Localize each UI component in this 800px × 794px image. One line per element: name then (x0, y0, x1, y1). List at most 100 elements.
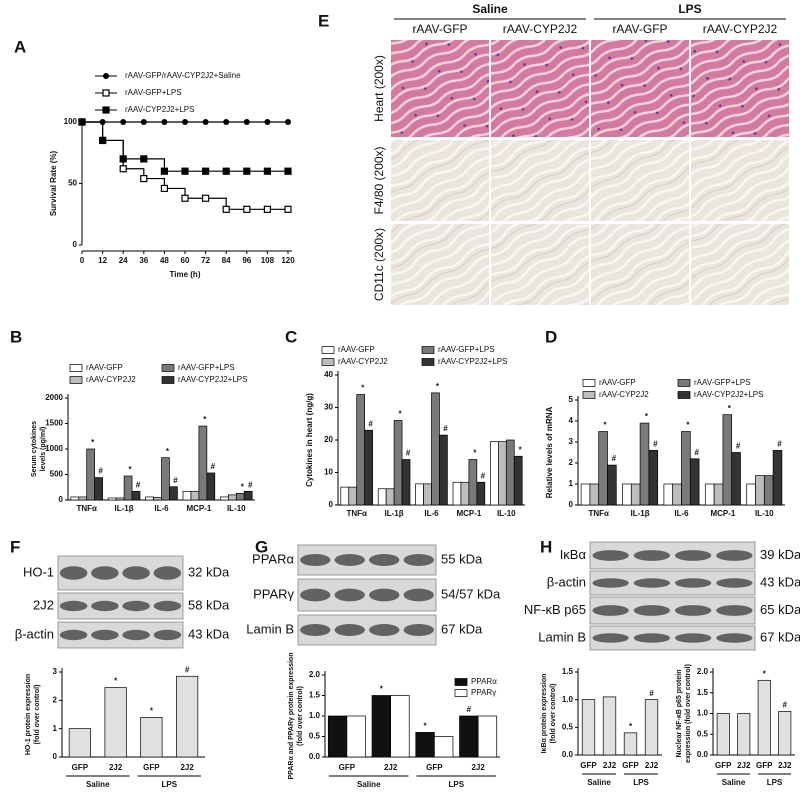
legend-swatch (421, 358, 435, 366)
x-tick-label: IL-6 (424, 509, 439, 518)
significance-mark: # (653, 440, 658, 449)
point (202, 119, 209, 125)
y-tick-label: 30 (324, 403, 333, 412)
significance-mark: # (649, 689, 654, 698)
bar (206, 472, 216, 501)
blot-band (369, 554, 400, 566)
y-tick-label: 1.0 (562, 695, 574, 704)
bar (639, 422, 650, 506)
bar (228, 494, 237, 501)
significance-mark: * (91, 438, 95, 447)
panel-label: F (10, 537, 20, 556)
significance-mark: # (783, 701, 788, 710)
y-tick-label: 100 (64, 117, 78, 126)
bar (434, 736, 454, 758)
point (202, 194, 210, 202)
micrograph (691, 224, 789, 305)
column-label: rAAV-CYP2J2 (503, 22, 578, 36)
significance-mark: * (129, 465, 133, 474)
y-tick-label: 0.0 (697, 750, 709, 759)
legend-label: rAAV-CYP2J2 (599, 390, 649, 399)
blot-band (91, 600, 119, 612)
blot-label: Lamin B (538, 629, 586, 644)
blot-label: β-actin (15, 626, 54, 641)
bar (513, 455, 523, 506)
micrograph (691, 140, 789, 221)
blot-size: 32 kDa (188, 564, 230, 579)
bar (401, 459, 411, 506)
bar (107, 497, 117, 501)
point (119, 155, 127, 163)
bar (622, 483, 632, 506)
bar (346, 715, 366, 758)
point (102, 89, 110, 97)
bar (104, 687, 127, 758)
y-axis-label: HO-1 protein expression (25, 674, 32, 755)
legend-label: rAAV-GFP+LPS (178, 363, 235, 372)
blot-band (716, 578, 753, 588)
micrograph (591, 140, 689, 221)
legend-swatch (161, 376, 175, 384)
bar (490, 441, 499, 506)
x-tick-label: 24 (119, 256, 128, 265)
bar (115, 497, 125, 501)
significance-mark: # (777, 440, 782, 449)
bar (598, 431, 608, 506)
blot-label: NF-κB p65 (524, 602, 586, 617)
blot-label: Lamin B (246, 621, 294, 636)
x-tick-label: TNFα (588, 509, 609, 518)
y-tick-label: 40 (324, 370, 333, 379)
y-tick-label: 1.0 (309, 711, 321, 720)
significance-mark: * (604, 421, 608, 430)
significance-mark: * (361, 384, 365, 393)
x-tick-label: IL-1β (115, 504, 134, 513)
y-tick-label: 4 (569, 416, 574, 425)
y-axis-label: IκBα protein expression (541, 674, 548, 754)
blot-label: PPARγ (253, 586, 294, 601)
blot-label: β-actin (547, 574, 586, 589)
x-tick-label: 2J2 (384, 763, 398, 772)
blot-band (369, 624, 400, 636)
significance-mark: * (519, 445, 523, 454)
blot-band (592, 550, 629, 561)
bar (415, 483, 424, 506)
bar (176, 675, 199, 758)
y-tick-label: 2 (569, 458, 574, 467)
x-tick-label: GFP (72, 763, 89, 772)
point (243, 167, 251, 175)
point (78, 118, 86, 126)
y-axis-label: Nuclear NF-κB p65 protein (676, 670, 683, 758)
bar (607, 464, 617, 506)
bar (589, 483, 600, 506)
blot-band (59, 566, 88, 580)
micrograph (591, 224, 689, 305)
bar (648, 450, 659, 506)
micrograph (491, 224, 589, 305)
x-tick-label: 0 (80, 256, 85, 265)
y-tick-label: 1500 (45, 419, 63, 428)
x-tick-label: 120 (281, 256, 295, 265)
x-tick-label: MCP-1 (710, 509, 735, 518)
column-label: rAAV-CYP2J2 (703, 22, 778, 36)
x-tick-label: TNFα (76, 504, 97, 513)
bar (746, 483, 756, 506)
blot-label: PPARα (252, 551, 294, 566)
significance-mark: * (728, 404, 732, 413)
significance-mark: # (173, 476, 178, 485)
bar (327, 715, 348, 758)
x-tick-label: IL-10 (755, 509, 774, 518)
bar (439, 434, 448, 506)
y-axis-label: levels (pg/ml) (40, 427, 47, 472)
significance-mark: * (241, 482, 245, 491)
x-tick-label: MCP-1 (186, 504, 211, 513)
group-label: LPS (633, 778, 649, 787)
blot-band (153, 566, 182, 580)
legend-label: PPARγ (471, 688, 496, 697)
blot-band (153, 600, 182, 612)
significance-mark: * (166, 447, 170, 456)
significance-mark: * (114, 677, 118, 686)
y-tick-label: 0 (53, 752, 58, 761)
significance-mark: # (185, 665, 190, 674)
y-tick-label: 2 (53, 695, 58, 704)
x-tick-label: 2J2 (109, 763, 123, 772)
